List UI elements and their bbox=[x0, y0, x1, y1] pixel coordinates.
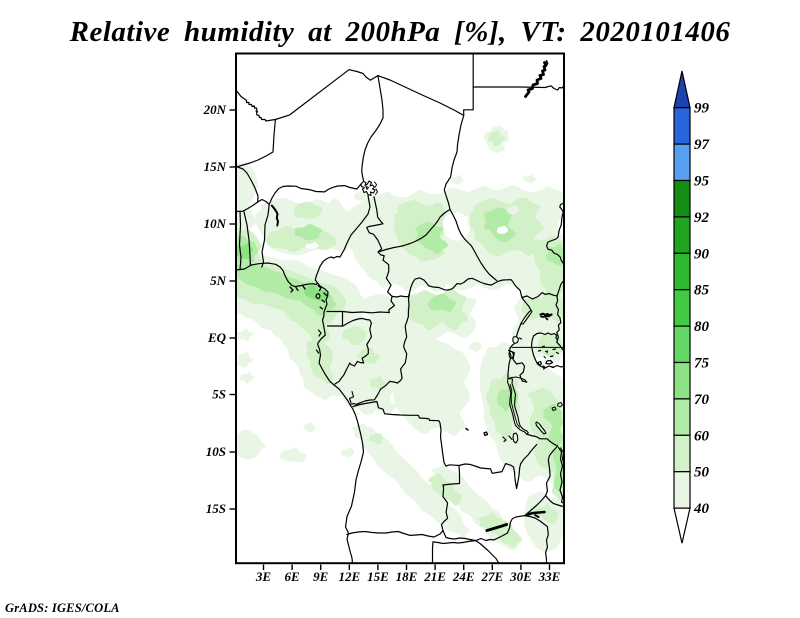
svg-text:10S: 10S bbox=[206, 444, 226, 459]
svg-text:75: 75 bbox=[694, 356, 710, 372]
svg-text:EQ: EQ bbox=[207, 330, 227, 345]
svg-text:40: 40 bbox=[693, 501, 710, 517]
svg-text:3E: 3E bbox=[255, 569, 272, 584]
svg-text:33E: 33E bbox=[538, 569, 561, 584]
svg-text:99: 99 bbox=[694, 101, 710, 117]
svg-text:15N: 15N bbox=[204, 159, 227, 174]
svg-text:85: 85 bbox=[694, 283, 710, 299]
svg-text:70: 70 bbox=[694, 392, 710, 408]
svg-text:80: 80 bbox=[694, 319, 710, 335]
svg-text:6E: 6E bbox=[285, 569, 301, 584]
svg-text:97: 97 bbox=[694, 137, 710, 153]
svg-text:5S: 5S bbox=[212, 387, 226, 402]
svg-text:90: 90 bbox=[694, 246, 710, 262]
svg-text:60: 60 bbox=[694, 428, 710, 444]
svg-text:20N: 20N bbox=[203, 102, 227, 117]
svg-text:18E: 18E bbox=[396, 569, 418, 584]
svg-text:27E: 27E bbox=[480, 569, 503, 584]
svg-text:50: 50 bbox=[694, 465, 710, 481]
svg-text:10N: 10N bbox=[204, 216, 227, 231]
svg-text:9E: 9E bbox=[313, 569, 329, 584]
svg-text:5N: 5N bbox=[210, 273, 227, 288]
svg-text:92: 92 bbox=[694, 210, 710, 226]
svg-text:12E: 12E bbox=[338, 569, 360, 584]
svg-text:21E: 21E bbox=[423, 569, 446, 584]
svg-text:95: 95 bbox=[694, 174, 710, 190]
svg-text:15E: 15E bbox=[367, 569, 389, 584]
svg-text:15S: 15S bbox=[206, 501, 226, 516]
svg-text:24E: 24E bbox=[452, 569, 475, 584]
svg-text:30E: 30E bbox=[509, 569, 532, 584]
